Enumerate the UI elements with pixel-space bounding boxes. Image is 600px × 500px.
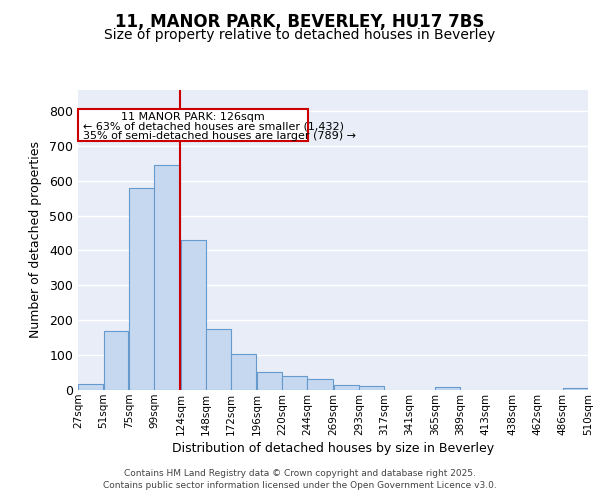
Bar bbox=[359, 386, 384, 390]
Bar bbox=[282, 376, 307, 390]
Bar bbox=[181, 240, 205, 390]
Bar bbox=[334, 386, 359, 390]
Bar bbox=[435, 387, 460, 390]
Bar bbox=[232, 354, 256, 390]
Text: Contains public sector information licensed under the Open Government Licence v3: Contains public sector information licen… bbox=[103, 481, 497, 490]
Text: 11 MANOR PARK: 126sqm: 11 MANOR PARK: 126sqm bbox=[121, 112, 265, 122]
Bar bbox=[129, 188, 154, 390]
Bar bbox=[563, 388, 588, 390]
Y-axis label: Number of detached properties: Number of detached properties bbox=[29, 142, 42, 338]
Bar bbox=[78, 384, 103, 390]
Bar bbox=[104, 330, 128, 390]
X-axis label: Distribution of detached houses by size in Beverley: Distribution of detached houses by size … bbox=[172, 442, 494, 455]
Text: Size of property relative to detached houses in Beverley: Size of property relative to detached ho… bbox=[104, 28, 496, 42]
Text: ← 63% of detached houses are smaller (1,432): ← 63% of detached houses are smaller (1,… bbox=[83, 122, 344, 132]
Bar bbox=[257, 372, 281, 390]
Bar bbox=[307, 379, 333, 390]
Text: Contains HM Land Registry data © Crown copyright and database right 2025.: Contains HM Land Registry data © Crown c… bbox=[124, 468, 476, 477]
Text: 11, MANOR PARK, BEVERLEY, HU17 7BS: 11, MANOR PARK, BEVERLEY, HU17 7BS bbox=[115, 12, 485, 30]
FancyBboxPatch shape bbox=[78, 109, 308, 142]
Text: 35% of semi-detached houses are larger (789) →: 35% of semi-detached houses are larger (… bbox=[83, 132, 356, 141]
Bar bbox=[154, 165, 180, 390]
Bar bbox=[206, 329, 231, 390]
